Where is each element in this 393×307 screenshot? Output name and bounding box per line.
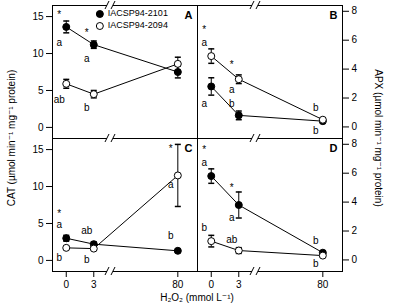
svg-text:b: b: [201, 222, 207, 233]
svg-text:8: 8: [352, 138, 358, 149]
svg-text:8: 8: [352, 5, 358, 16]
svg-text:15: 15: [32, 11, 44, 22]
svg-text:CAT (µmol min⁻¹ mg⁻¹ protein): CAT (µmol min⁻¹ mg⁻¹ protein): [6, 70, 17, 207]
svg-text:80: 80: [317, 279, 329, 290]
svg-text:b: b: [229, 98, 235, 109]
svg-text:10: 10: [32, 48, 44, 59]
svg-text:a: a: [201, 157, 207, 168]
svg-text:B: B: [330, 9, 338, 21]
svg-text:2: 2: [352, 225, 358, 236]
svg-text:IACSP94-2101: IACSP94-2101: [108, 8, 168, 18]
svg-text:3: 3: [236, 279, 242, 290]
svg-text:a: a: [168, 179, 174, 190]
svg-text:*: *: [202, 144, 206, 155]
svg-text:a: a: [201, 37, 207, 48]
svg-text:a: a: [201, 98, 207, 109]
svg-text:5: 5: [38, 85, 44, 96]
svg-text:4: 4: [352, 196, 358, 207]
svg-text:5: 5: [38, 218, 44, 229]
svg-text:D: D: [330, 142, 338, 154]
svg-text:0: 0: [63, 279, 69, 290]
svg-text:b: b: [313, 102, 319, 113]
svg-text:0: 0: [208, 279, 214, 290]
svg-text:80: 80: [172, 279, 184, 290]
svg-text:b: b: [56, 252, 62, 263]
svg-text:4: 4: [352, 63, 358, 74]
svg-text:*: *: [230, 59, 234, 70]
svg-text:b: b: [84, 254, 90, 265]
svg-text:b: b: [84, 102, 90, 113]
svg-text:a: a: [84, 53, 90, 64]
svg-text:0: 0: [352, 121, 358, 132]
svg-text:0: 0: [352, 254, 358, 265]
svg-text:a: a: [229, 212, 235, 223]
svg-text:IACSP94-2094: IACSP94-2094: [108, 20, 168, 30]
svg-text:ab: ab: [54, 94, 66, 105]
svg-text:*: *: [57, 208, 61, 219]
svg-text:*: *: [202, 24, 206, 35]
svg-text:b: b: [313, 125, 319, 136]
svg-text:15: 15: [32, 144, 44, 155]
svg-text:3: 3: [91, 279, 97, 290]
svg-text:a: a: [56, 37, 62, 48]
svg-text:*: *: [169, 143, 173, 154]
svg-text:A: A: [185, 9, 193, 21]
svg-text:*: *: [230, 182, 234, 193]
svg-text:a: a: [56, 219, 62, 230]
svg-text:ab: ab: [226, 234, 238, 245]
svg-text:b: b: [313, 235, 319, 246]
svg-text:10: 10: [32, 181, 44, 192]
svg-text:6: 6: [352, 167, 358, 178]
svg-text:0: 0: [38, 122, 44, 133]
svg-text:0: 0: [38, 255, 44, 266]
svg-text:APX (µmol min⁻¹ mg⁻¹ protein): APX (µmol min⁻¹ mg⁻¹ protein): [373, 69, 384, 206]
svg-text:ab: ab: [81, 225, 93, 236]
svg-text:2: 2: [352, 92, 358, 103]
svg-text:a: a: [229, 84, 235, 95]
svg-text:b: b: [168, 230, 174, 241]
svg-text:H₂O₂ (mmol L⁻¹): H₂O₂ (mmol L⁻¹): [160, 292, 234, 303]
svg-text:*: *: [57, 9, 61, 20]
svg-text:*: *: [85, 27, 89, 38]
svg-text:b: b: [313, 258, 319, 269]
svg-text:C: C: [185, 142, 193, 154]
svg-text:6: 6: [352, 34, 358, 45]
